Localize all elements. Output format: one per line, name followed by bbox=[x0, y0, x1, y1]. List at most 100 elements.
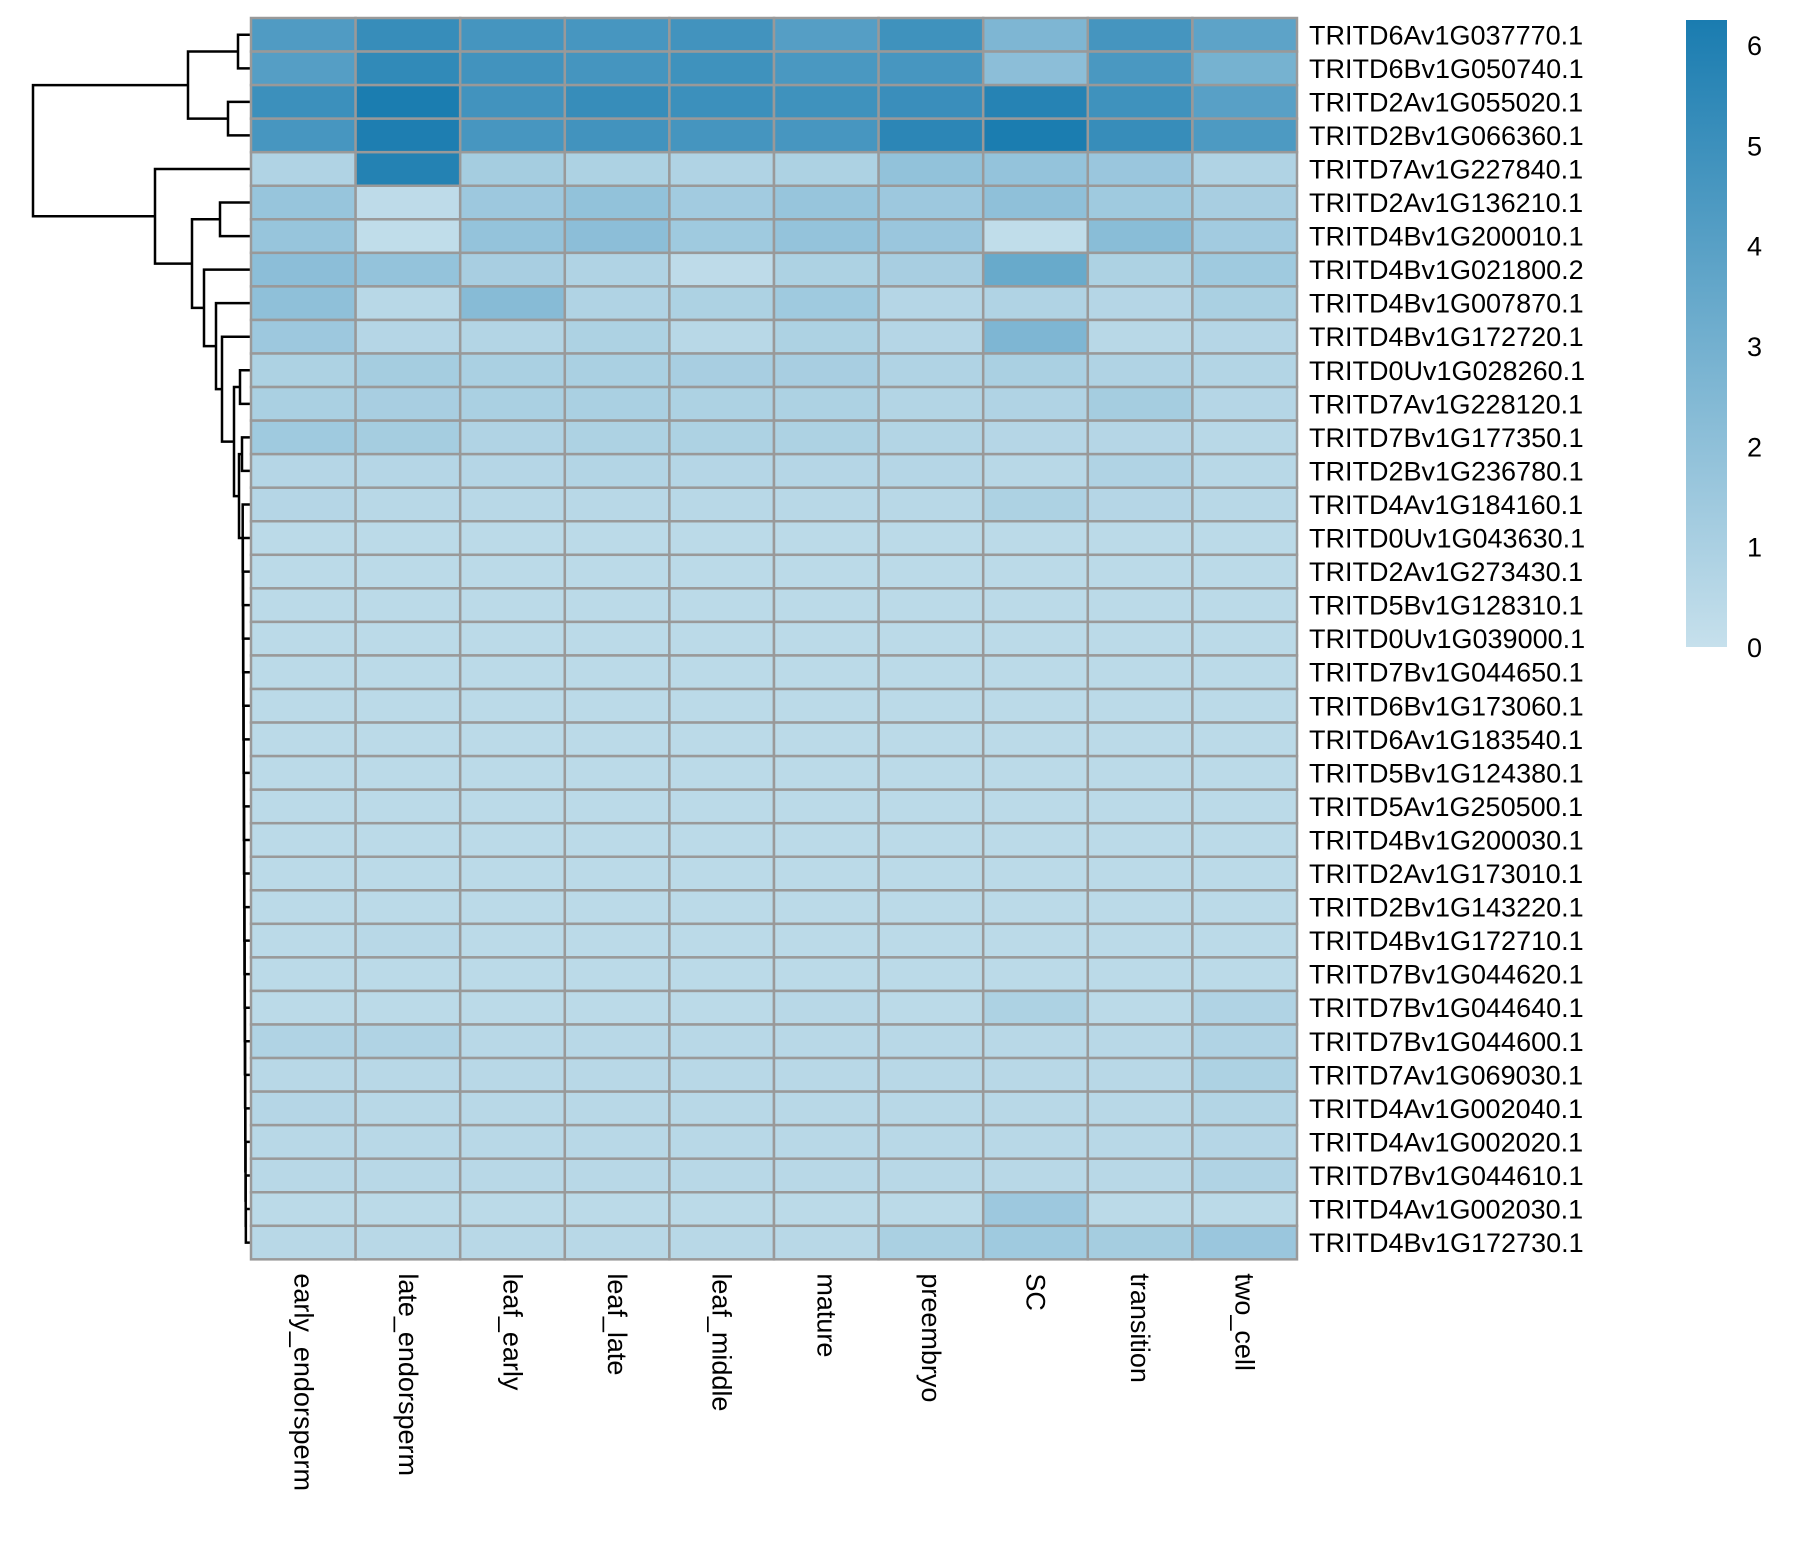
heatmap-cell bbox=[981, 956, 1090, 993]
heatmap-cell bbox=[772, 218, 880, 255]
dendrogram-branch bbox=[202, 268, 251, 348]
heatmap-cell bbox=[458, 754, 567, 791]
heatmap-cell bbox=[981, 1023, 1090, 1060]
heatmap-cell bbox=[772, 50, 880, 87]
heatmap-cell bbox=[354, 285, 462, 322]
heatmap-cell bbox=[668, 956, 776, 993]
column-label: mature bbox=[811, 1273, 841, 1357]
row-label: TRITD4Bv1G200010.1 bbox=[1309, 222, 1584, 252]
legend-tick-label: 2 bbox=[1747, 432, 1762, 462]
heatmap-cell bbox=[1191, 721, 1299, 758]
heatmap-cell bbox=[981, 687, 1090, 724]
dendrogram-branch bbox=[236, 33, 251, 70]
heatmap-cell bbox=[772, 352, 880, 389]
heatmap-cell bbox=[354, 184, 462, 221]
heatmap-cell bbox=[877, 1224, 985, 1261]
heatmap-cell bbox=[458, 989, 567, 1026]
row-label: TRITD4Av1G184160.1 bbox=[1309, 490, 1583, 520]
heatmap-cell bbox=[1086, 419, 1194, 456]
heatmap-cell bbox=[981, 889, 1090, 926]
heatmap-cell bbox=[249, 956, 357, 993]
heatmap-cell bbox=[1191, 788, 1299, 825]
heatmap-cell bbox=[458, 352, 567, 389]
heatmap-cell bbox=[981, 486, 1090, 523]
heatmap-cell bbox=[1191, 855, 1299, 892]
heatmap-cell bbox=[981, 721, 1090, 758]
heatmap-cell bbox=[354, 922, 462, 959]
heatmap-cell bbox=[354, 1224, 462, 1261]
heatmap-cell bbox=[877, 419, 985, 456]
heatmap-cell bbox=[458, 218, 567, 255]
heatmap-cell bbox=[1086, 721, 1194, 758]
heatmap-cell bbox=[354, 1123, 462, 1160]
heatmap-cell bbox=[1086, 16, 1194, 53]
heatmap-cell bbox=[249, 620, 357, 657]
heatmap-cell bbox=[877, 855, 985, 892]
heatmap-cell bbox=[1191, 150, 1299, 187]
row-label: TRITD2Bv1G143220.1 bbox=[1309, 893, 1584, 923]
heatmap-cell bbox=[668, 285, 776, 322]
heatmap-cell bbox=[981, 150, 1090, 187]
heatmap-cell bbox=[877, 956, 985, 993]
heatmap-cell bbox=[458, 117, 567, 154]
heatmap-cell bbox=[772, 922, 880, 959]
heatmap-cell bbox=[668, 855, 776, 892]
heatmap-cell bbox=[1086, 1123, 1194, 1160]
row-label: TRITD2Av1G273430.1 bbox=[1309, 557, 1583, 587]
heatmap-cell bbox=[458, 1090, 567, 1127]
heatmap-cell bbox=[772, 150, 880, 187]
heatmap-cell bbox=[354, 1056, 462, 1093]
heatmap-cell bbox=[1191, 821, 1299, 859]
heatmap-cell bbox=[1191, 452, 1299, 489]
dendrogram-branch bbox=[186, 50, 238, 120]
heatmap-cell bbox=[458, 721, 567, 758]
heatmap-cell bbox=[981, 989, 1090, 1026]
heatmap-cell bbox=[668, 150, 776, 187]
heatmap-cell bbox=[354, 251, 462, 288]
heatmap-cell bbox=[1191, 1123, 1299, 1160]
heatmap-cell bbox=[1086, 889, 1194, 926]
heatmap-cell bbox=[563, 788, 671, 825]
row-label: TRITD7Av1G227840.1 bbox=[1309, 154, 1583, 184]
heatmap-cell bbox=[1191, 1023, 1299, 1060]
heatmap-cell bbox=[1086, 452, 1194, 489]
heatmap-cell bbox=[458, 687, 567, 724]
heatmap-cell bbox=[354, 587, 462, 624]
legend-tick-label: 4 bbox=[1747, 232, 1762, 262]
row-label: TRITD4Av1G002030.1 bbox=[1309, 1195, 1583, 1225]
heatmap-cell bbox=[563, 117, 671, 154]
heatmap-cell bbox=[1086, 956, 1194, 993]
heatmap-cell bbox=[1086, 553, 1194, 590]
heatmap-cell bbox=[563, 50, 671, 87]
heatmap-cell bbox=[249, 83, 357, 120]
column-label: SC bbox=[1021, 1273, 1051, 1311]
heatmap-cell bbox=[981, 218, 1090, 255]
heatmap-cell bbox=[981, 184, 1090, 221]
heatmap-cell bbox=[249, 889, 357, 926]
heatmap-cell bbox=[563, 1157, 671, 1194]
heatmap-cell bbox=[1191, 218, 1299, 255]
heatmap-cell bbox=[563, 452, 671, 489]
heatmap-cell bbox=[981, 352, 1090, 389]
row-label: TRITD5Av1G250500.1 bbox=[1309, 792, 1583, 822]
heatmap-cell bbox=[249, 1090, 357, 1127]
legend-tick-label: 0 bbox=[1747, 633, 1762, 663]
heatmap-cell bbox=[772, 587, 880, 624]
heatmap-cell bbox=[1086, 654, 1194, 691]
heatmap-cell bbox=[772, 620, 880, 657]
heatmap-cell bbox=[563, 318, 671, 355]
heatmap-cell bbox=[563, 922, 671, 959]
heatmap-cell bbox=[877, 50, 985, 87]
heatmap-cell bbox=[981, 50, 1090, 87]
heatmap-cell bbox=[563, 1023, 671, 1060]
heatmap-cell bbox=[981, 1056, 1090, 1093]
heatmap-cell bbox=[354, 352, 462, 389]
heatmap-cell bbox=[981, 620, 1090, 657]
heatmap-cell bbox=[354, 788, 462, 825]
heatmap-cell bbox=[772, 452, 880, 489]
heatmap-cell bbox=[249, 352, 357, 389]
heatmap-cell bbox=[981, 821, 1090, 859]
heatmap-cell bbox=[354, 419, 462, 456]
heatmap-cell bbox=[1086, 855, 1194, 892]
heatmap-cell bbox=[1086, 587, 1194, 624]
